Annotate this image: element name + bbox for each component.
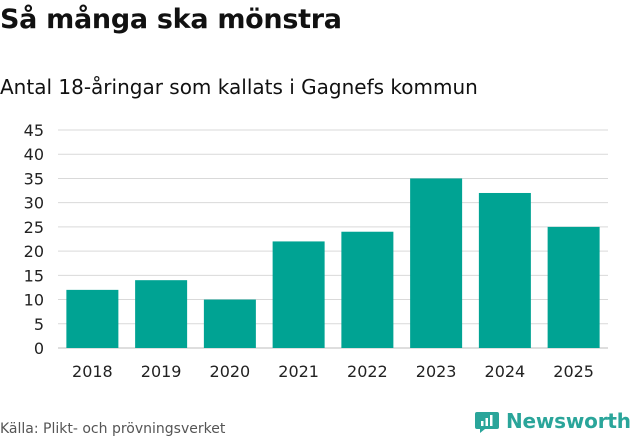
x-tick-label: 2018 [72,362,113,381]
bar [203,299,256,348]
brand-logo: Newsworthy [474,408,631,434]
y-tick-label: 45 [24,121,44,140]
y-tick-label: 0 [34,339,44,358]
x-tick-label: 2024 [485,362,526,381]
x-tick-label: 2023 [416,362,457,381]
bar [478,192,531,348]
x-tick-label: 2019 [141,362,182,381]
x-tick-label: 2021 [278,362,319,381]
chart-subtitle: Antal 18-åringar som kallats i Gagnefs k… [0,75,478,99]
chart-title: Så många ska mönstra [0,4,342,35]
y-tick-label: 15 [24,266,44,285]
bar [410,178,463,348]
y-tick-label: 35 [24,169,44,188]
bar [547,226,600,348]
y-tick-label: 30 [24,194,44,213]
x-tick-label: 2020 [210,362,251,381]
y-tick-label: 25 [24,218,44,237]
bar [272,241,325,348]
brand-name: Newsworthy [506,409,631,433]
y-tick-label: 20 [24,242,44,261]
y-tick-label: 5 [34,315,44,334]
y-tick-label: 10 [24,291,44,310]
x-tick-label: 2025 [553,362,594,381]
x-tick-label: 2022 [347,362,388,381]
y-tick-label: 40 [24,145,44,164]
bar [66,289,119,348]
bar [135,280,188,348]
newsworthy-logo-icon [475,412,499,433]
bar [341,231,394,348]
source-note: Källa: Plikt- och prövningsverket [0,421,226,437]
